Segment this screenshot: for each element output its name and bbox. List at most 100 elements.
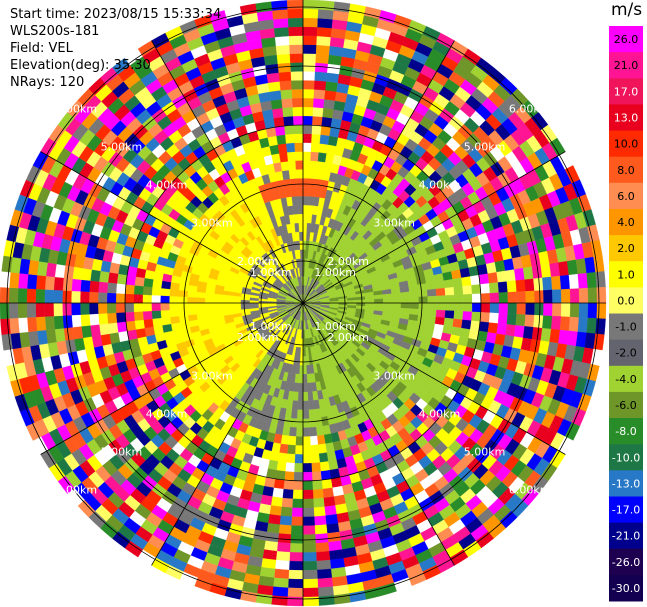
velocity-gate bbox=[133, 311, 144, 321]
velocity-gate bbox=[302, 418, 310, 428]
velocity-gate bbox=[317, 586, 334, 597]
velocity-gate bbox=[53, 276, 64, 291]
velocity-gate bbox=[262, 549, 278, 561]
velocity-gate bbox=[273, 18, 289, 29]
velocity-gate bbox=[169, 288, 180, 297]
velocity-gate bbox=[302, 525, 316, 535]
velocity-gate bbox=[435, 309, 446, 319]
velocity-gate bbox=[333, 1, 351, 13]
velocity-gate bbox=[408, 284, 419, 292]
velocity-gate bbox=[160, 295, 170, 304]
velocity-gate bbox=[427, 302, 437, 311]
velocity-gate bbox=[300, 249, 304, 259]
velocity-gate bbox=[391, 297, 402, 304]
velocity-gate bbox=[316, 559, 332, 571]
velocity-gate bbox=[124, 293, 135, 304]
velocity-gate bbox=[314, 515, 327, 526]
velocity-gate bbox=[282, 488, 294, 499]
velocity-gate bbox=[222, 306, 233, 312]
velocity-gate bbox=[507, 291, 518, 304]
velocity-gate bbox=[289, 44, 304, 54]
velocity-gate bbox=[269, 505, 282, 516]
velocity-gate bbox=[587, 287, 598, 304]
velocity-gate bbox=[436, 302, 446, 311]
velocity-gate bbox=[299, 365, 304, 375]
velocity-gate bbox=[302, 133, 313, 143]
velocity-gate bbox=[178, 308, 188, 317]
velocity-gate bbox=[317, 577, 333, 588]
velocity-gate bbox=[319, 134, 330, 145]
ring-label: 2.00km bbox=[237, 255, 279, 268]
velocity-gate bbox=[289, 552, 304, 562]
colorbar-tick-label: -2.0 bbox=[615, 347, 636, 360]
velocity-gate bbox=[302, 480, 313, 491]
velocity-gate bbox=[288, 560, 304, 571]
velocity-gate bbox=[321, 116, 333, 128]
velocity-gate bbox=[273, 26, 290, 38]
velocity-gate bbox=[97, 302, 108, 314]
velocity-gate bbox=[80, 302, 90, 315]
velocity-gate bbox=[290, 525, 304, 535]
velocity-gate bbox=[0, 286, 10, 304]
velocity-gate bbox=[267, 135, 279, 147]
ring-label: 2.00km bbox=[327, 331, 369, 344]
velocity-gate bbox=[506, 313, 517, 326]
velocity-gate bbox=[71, 278, 82, 292]
velocity-gate bbox=[277, 452, 288, 463]
velocity-gate bbox=[534, 290, 544, 304]
velocity-gate bbox=[298, 222, 304, 232]
velocity-gate bbox=[186, 302, 197, 310]
velocity-gate bbox=[281, 497, 293, 508]
velocity-gate bbox=[286, 453, 296, 464]
colorbar-tick-label: 4.0 bbox=[617, 216, 635, 229]
velocity-gate bbox=[309, 169, 318, 180]
velocity-gate bbox=[382, 293, 393, 299]
velocity-gate bbox=[280, 506, 293, 517]
velocity-gate bbox=[471, 293, 482, 304]
velocity-gate bbox=[204, 302, 215, 309]
velocity-gate bbox=[302, 552, 317, 562]
velocity-gate bbox=[160, 309, 171, 319]
velocity-gate bbox=[99, 323, 110, 336]
velocity-gate bbox=[302, 44, 317, 54]
velocity-gate bbox=[263, 540, 278, 552]
velocity-gate bbox=[318, 452, 329, 463]
velocity-gate bbox=[317, 18, 333, 29]
velocity-gate bbox=[143, 277, 154, 288]
velocity-gate bbox=[487, 322, 499, 334]
ring-label: 4.00km bbox=[146, 407, 188, 420]
velocity-gate bbox=[204, 297, 215, 304]
velocity-gate bbox=[297, 204, 304, 215]
velocity-gate bbox=[595, 271, 606, 288]
velocity-gate bbox=[178, 289, 188, 298]
velocity-gate bbox=[116, 273, 128, 285]
velocity-gate bbox=[551, 315, 562, 331]
velocity-gate bbox=[169, 315, 180, 325]
velocity-gate bbox=[45, 328, 57, 344]
velocity-gate bbox=[302, 35, 318, 46]
velocity-gate bbox=[272, 107, 284, 119]
ring-label: 6.00km bbox=[509, 483, 551, 496]
velocity-gate bbox=[290, 71, 304, 81]
velocity-gate bbox=[443, 317, 454, 327]
velocity-gate bbox=[279, 443, 289, 454]
velocity-gate bbox=[295, 160, 304, 170]
velocity-gate bbox=[279, 152, 289, 163]
velocity-gate bbox=[315, 53, 330, 64]
velocity-gate bbox=[534, 302, 544, 316]
velocity-gate bbox=[269, 144, 280, 155]
nrays: NRays: 120 bbox=[10, 75, 85, 90]
velocity-gate bbox=[462, 311, 473, 321]
velocity-gate bbox=[308, 187, 316, 197]
velocity-gate bbox=[302, 356, 307, 366]
velocity-gate bbox=[540, 328, 552, 343]
velocity-gate bbox=[9, 272, 20, 289]
colorbar-tick-label: -10.0 bbox=[612, 451, 640, 464]
velocity-gate bbox=[124, 284, 135, 295]
velocity-gate bbox=[542, 276, 553, 291]
velocity-gate bbox=[596, 286, 607, 304]
velocity-gate bbox=[287, 151, 296, 162]
velocity-gate bbox=[54, 263, 66, 278]
velocity-gate bbox=[302, 400, 309, 411]
velocity-gate bbox=[115, 302, 126, 313]
